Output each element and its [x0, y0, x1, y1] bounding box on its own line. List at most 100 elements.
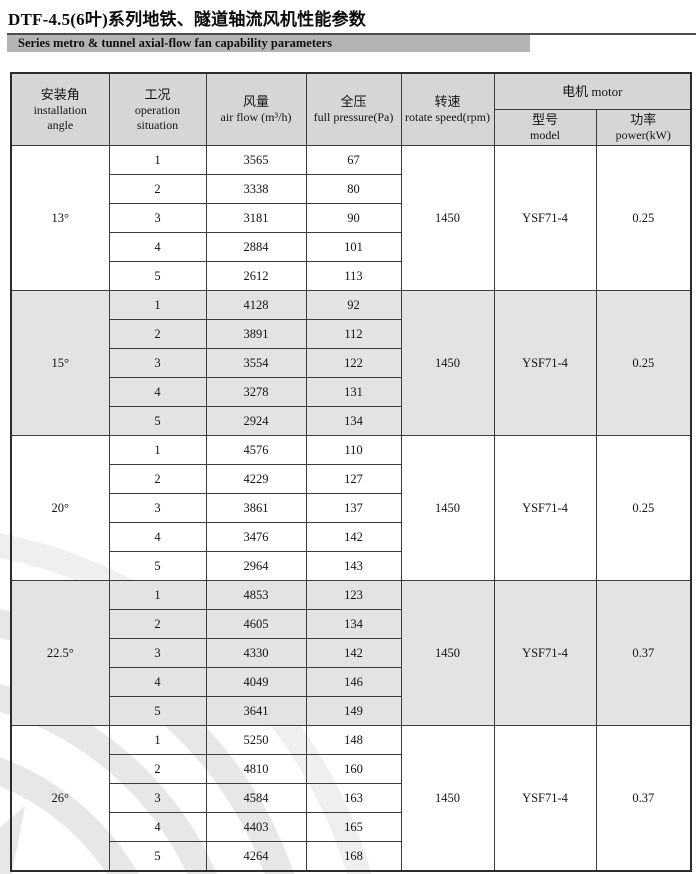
header-installation-angle-en1: installation [33, 102, 87, 117]
situation-cell: 2 [108, 609, 207, 639]
pressure-cell: 168 [305, 841, 402, 872]
flow-cell: 3565 [205, 145, 307, 175]
angle-cell: 20° [10, 435, 110, 581]
table-row: 20° 1 4576 110 1450 YSF71-4 0.25 [10, 435, 692, 581]
flow-cell: 3641 [205, 696, 307, 726]
table-row: 4 3278 131 [11, 377, 691, 407]
pressure-cell: 122 [305, 348, 402, 378]
pressure-cell: 112 [305, 319, 402, 349]
angle-cell: 15° [10, 290, 110, 436]
pressure-cell: 142 [305, 522, 402, 552]
header-rotate-speed: 转速 rotate speed(rpm) [400, 72, 495, 146]
situation-cell: 3 [108, 493, 207, 523]
situation-cell: 2 [108, 464, 207, 494]
header-full-pressure-en: full pressure(Pa) [313, 110, 394, 124]
flow-cell: 4576 [205, 435, 307, 465]
flow-cell: 3278 [205, 377, 307, 407]
header-operation-situation-en1: operation [134, 102, 181, 117]
situation-cell: 4 [108, 522, 207, 552]
table-row: 26° 1 5250 148 1450 YSF71-4 0.37 [10, 725, 692, 872]
header-air-flow-zh: 风量 [242, 94, 269, 109]
table-row: 13° 1 3565 67 1450 YSF71-4 0.25 [10, 145, 692, 291]
angle-cell: 26° [10, 725, 110, 872]
situation-cell: 2 [108, 319, 207, 349]
flow-cell: 3476 [205, 522, 307, 552]
header-rotate-speed-en: rotate speed(rpm) [405, 110, 490, 124]
flow-cell: 3338 [205, 174, 307, 204]
situation-cell: 4 [108, 377, 207, 407]
subtitle-bar: Series metro & tunnel axial-flow fan cap… [7, 35, 530, 52]
power-cell: 0.37 [595, 725, 692, 872]
header-motor-label: 电机 motor [562, 83, 623, 99]
header-rotate-speed-zh: 转速 [434, 94, 461, 109]
pressure-cell: 146 [305, 667, 402, 697]
situation-cell: 5 [108, 696, 207, 726]
flow-cell: 5250 [205, 725, 307, 755]
header-row-1: 安装角 installation angle 工况 operation situ… [10, 72, 692, 146]
flow-cell: 4584 [205, 783, 307, 813]
table-row: 3 3861 137 [11, 493, 691, 523]
header-motor: 电机 motor [493, 72, 692, 110]
power-cell: 0.25 [595, 290, 692, 436]
flow-cell: 4229 [205, 464, 307, 494]
speed-cell: 1450 [400, 435, 495, 581]
pressure-cell: 142 [305, 638, 402, 668]
pressure-cell: 149 [305, 696, 402, 726]
pressure-cell: 165 [305, 812, 402, 842]
pressure-cell: 92 [305, 290, 402, 320]
speed-cell: 1450 [400, 290, 495, 436]
model-cell: YSF71-4 [493, 435, 597, 581]
pressure-cell: 113 [305, 261, 402, 291]
situation-cell: 2 [108, 754, 207, 784]
pressure-cell: 123 [305, 580, 402, 610]
page-title: DTF-4.5(6叶)系列地铁、隧道轴流风机性能参数 [8, 10, 366, 29]
pressure-cell: 131 [305, 377, 402, 407]
header-installation-angle-en2: angle [47, 117, 74, 132]
table-row: 15° 1 4128 92 1450 YSF71-4 0.25 [10, 290, 692, 436]
situation-cell: 5 [108, 551, 207, 581]
pressure-cell: 163 [305, 783, 402, 813]
table-row: 4 2884 101 [11, 232, 691, 262]
speed-cell: 1450 [400, 725, 495, 872]
header-installation-angle: 安装角 installation angle [10, 72, 110, 146]
flow-cell: 4264 [205, 841, 307, 872]
flow-cell: 4049 [205, 667, 307, 697]
pressure-cell: 134 [305, 609, 402, 639]
table-row: 3 3554 122 [11, 348, 691, 378]
model-cell: YSF71-4 [493, 580, 597, 726]
header-power: 功率 power(kW) [595, 109, 692, 146]
header-full-pressure-zh: 全压 [340, 94, 367, 109]
pressure-cell: 67 [305, 145, 402, 175]
situation-cell: 3 [108, 203, 207, 233]
situation-cell: 1 [108, 725, 207, 755]
flow-cell: 4128 [205, 290, 307, 320]
situation-cell: 3 [108, 638, 207, 668]
header-air-flow: 风量 air flow (m³/h) [205, 72, 307, 146]
power-cell: 0.37 [595, 580, 692, 726]
pressure-cell: 143 [305, 551, 402, 581]
situation-cell: 3 [108, 783, 207, 813]
situation-cell: 1 [108, 145, 207, 175]
flow-cell: 3181 [205, 203, 307, 233]
model-cell: YSF71-4 [493, 145, 597, 291]
speed-cell: 1450 [400, 145, 495, 291]
situation-cell: 4 [108, 232, 207, 262]
header-operation-situation-zh: 工况 [144, 86, 171, 102]
situation-cell: 1 [108, 290, 207, 320]
situation-cell: 5 [108, 406, 207, 436]
subtitle-rule: Series metro & tunnel axial-flow fan cap… [7, 33, 696, 52]
table-row: 2 3891 112 [11, 319, 691, 349]
situation-cell: 4 [108, 667, 207, 697]
pressure-cell: 148 [305, 725, 402, 755]
situation-cell: 1 [108, 580, 207, 610]
flow-cell: 2964 [205, 551, 307, 581]
situation-cell: 5 [108, 261, 207, 291]
pressure-cell: 101 [305, 232, 402, 262]
header-model: 型号 model [493, 109, 597, 146]
situation-cell: 3 [108, 348, 207, 378]
situation-cell: 2 [108, 174, 207, 204]
header-power-en: power(kW) [615, 128, 671, 142]
angle-cell: 13° [10, 145, 110, 291]
table-row: 22.5° 1 4853 123 1450 YSF71-4 0.37 [10, 580, 692, 726]
header-power-zh: 功率 [630, 112, 657, 127]
